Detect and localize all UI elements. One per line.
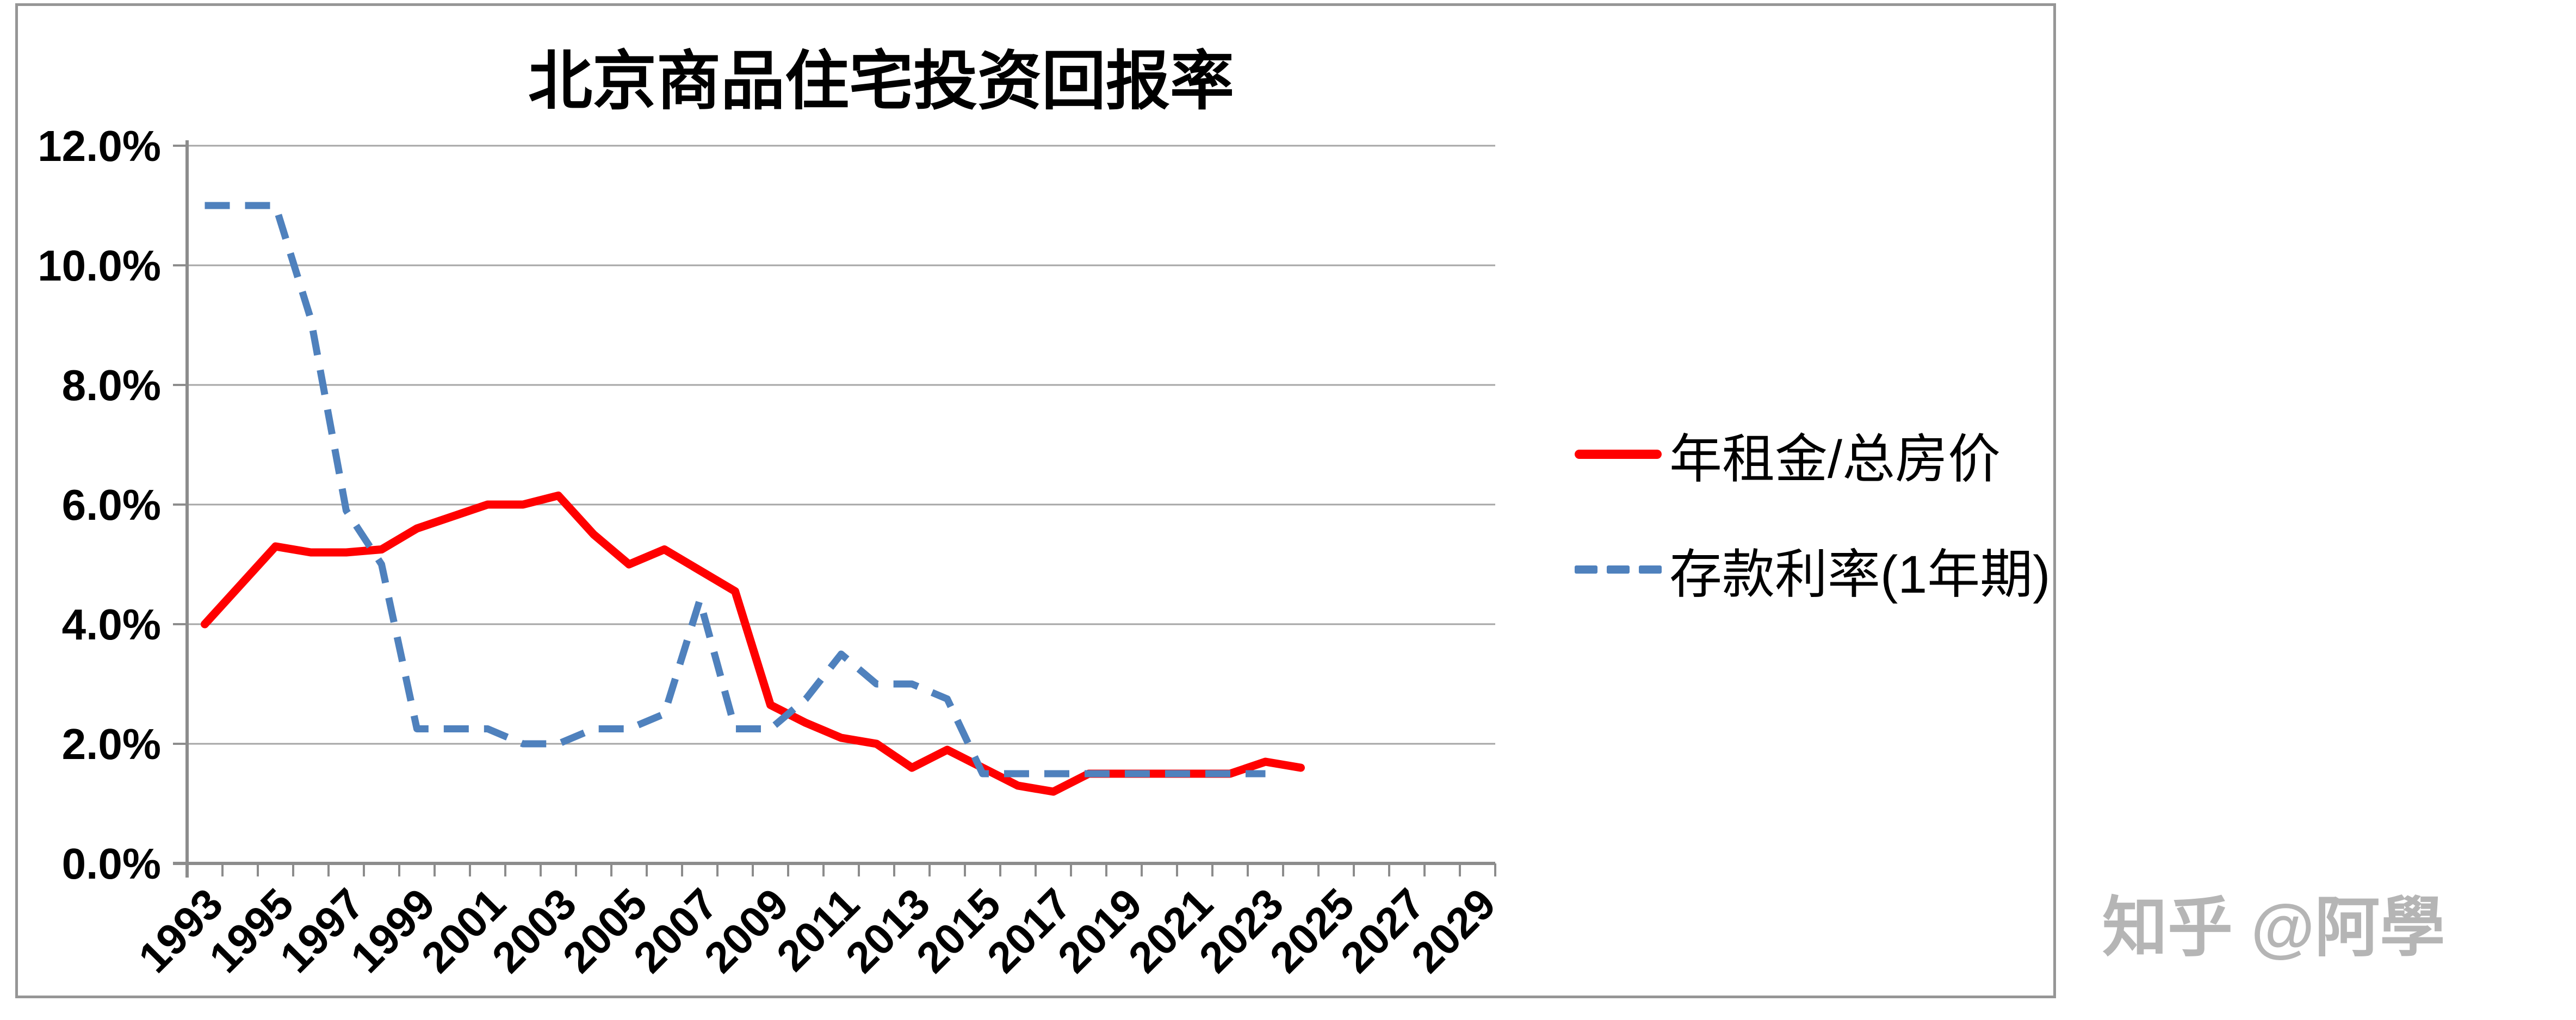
y-axis-label: 0.0% [62, 839, 161, 888]
y-axis-label: 10.0% [38, 241, 161, 290]
chart-title: 北京商品住宅投资回报率 [528, 46, 1234, 117]
chart-frame [15, 3, 2056, 998]
y-axis-label: 12.0% [38, 122, 161, 170]
legend-item-rent-yield: 年租金/总房价 [1575, 419, 2001, 489]
legend-dashed-blue-line-icon [1575, 565, 1662, 574]
series-rent-yield-line [201, 492, 1305, 796]
y-axis-label: 6.0% [62, 481, 161, 529]
legend-item-deposit-rate: 存款利率(1年期) [1575, 534, 2051, 605]
x-axis-label: 2029 [1402, 879, 1505, 982]
watermark-zhihu: 知乎 @阿學 [2102, 891, 2445, 964]
legend-label-rent-yield: 年租金/总房价 [1669, 429, 2001, 489]
y-axis-label: 2.0% [62, 720, 161, 768]
series-deposit-rate-line [205, 202, 1266, 778]
legend-label-deposit-rate: 存款利率(1年期) [1669, 544, 2051, 604]
legend-solid-red-line-icon [1575, 449, 1662, 459]
y-axis-label: 8.0% [62, 361, 161, 409]
y-axis-label: 4.0% [62, 600, 161, 649]
